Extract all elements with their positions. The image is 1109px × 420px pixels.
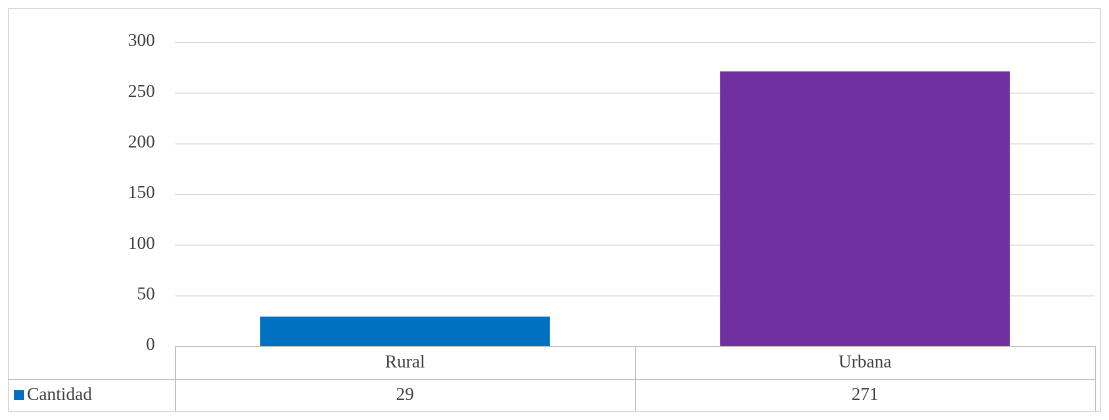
- legend-key: [14, 390, 24, 400]
- table-value: 271: [852, 384, 879, 404]
- bar: [720, 71, 1010, 347]
- category-label: Rural: [385, 352, 425, 372]
- y-tick-label: 100: [128, 233, 155, 253]
- y-tick-label: 250: [128, 81, 155, 101]
- y-tick-label: 300: [128, 30, 155, 50]
- table-value: 29: [396, 384, 414, 404]
- bar: [260, 316, 550, 346]
- category-label: Urbana: [839, 352, 892, 372]
- y-tick-label: 50: [137, 283, 155, 303]
- y-tick-label: 200: [128, 131, 155, 151]
- legend-label: Cantidad: [27, 384, 92, 404]
- y-tick-label: 150: [128, 182, 155, 202]
- y-tick-label: 0: [146, 334, 155, 354]
